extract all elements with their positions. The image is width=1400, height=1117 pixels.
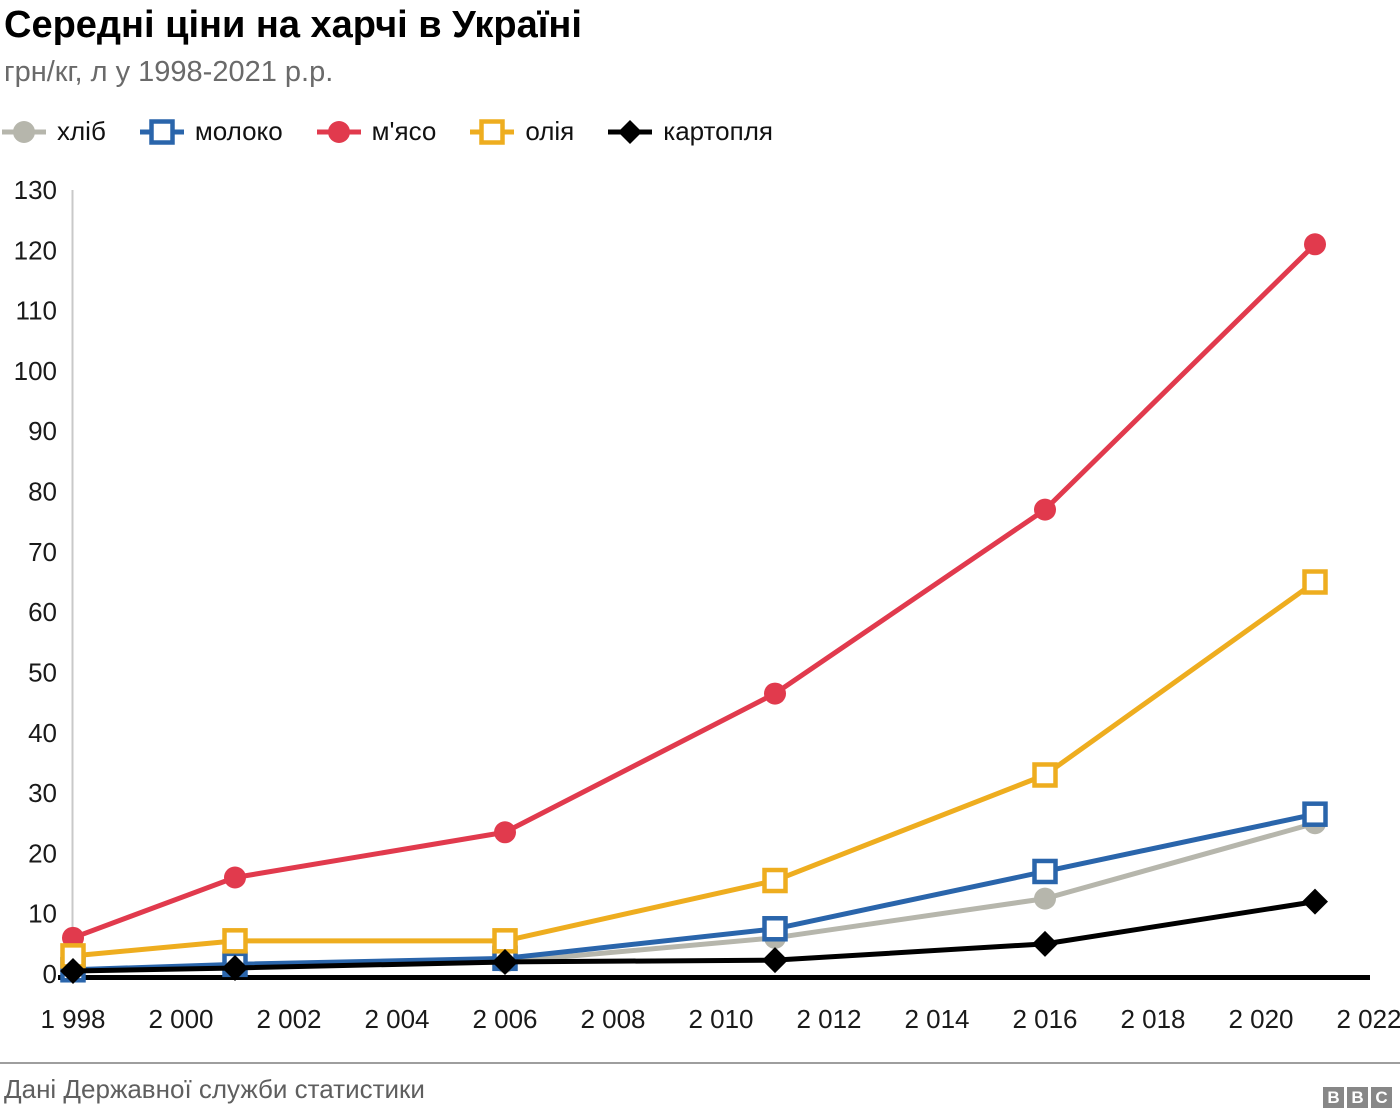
y-tick-label: 0 — [43, 959, 57, 989]
chart-legend: хліб молоко м'ясо олія картопля — [2, 116, 773, 147]
x-tick-label: 2 014 — [904, 1004, 969, 1034]
y-tick-label: 60 — [28, 597, 57, 627]
x-tick-label: 1 998 — [40, 1004, 105, 1034]
x-tick-label: 2 000 — [148, 1004, 213, 1034]
data-point-marker — [762, 867, 788, 894]
data-point-marker — [1304, 233, 1326, 256]
x-tick-label: 2 022 — [1336, 1004, 1400, 1034]
data-point-marker — [1302, 569, 1328, 595]
data-point-marker — [60, 957, 86, 984]
legend-label-meat: м'ясо — [371, 116, 437, 146]
series-milk — [60, 801, 1328, 983]
data-point-marker — [1034, 498, 1056, 521]
y-tick-label: 30 — [28, 778, 57, 808]
data-point-marker — [1032, 762, 1058, 788]
footer-divider — [0, 1062, 1400, 1064]
legend-label-milk: молоко — [194, 116, 283, 146]
legend-item-milk: молоко — [139, 116, 283, 147]
series-line-oil — [72, 579, 1317, 959]
data-point-marker — [492, 928, 518, 954]
legend-item-meat: м'ясо — [316, 116, 437, 147]
legend-item-oil: олія — [470, 116, 574, 147]
series-potato — [60, 888, 1328, 984]
x-tick-label: 2 008 — [580, 1004, 645, 1034]
y-tick-label: 80 — [28, 477, 57, 507]
series-oil — [60, 569, 1328, 969]
legend-label-potato: картопля — [663, 116, 773, 146]
data-point-marker — [494, 821, 516, 844]
y-tick-label: 20 — [28, 838, 57, 868]
series-line-meat — [72, 242, 1317, 941]
y-tick-label: 120 — [14, 235, 57, 265]
legend-marker-potato-icon — [608, 119, 653, 144]
bbc-logo-block: B — [1347, 1087, 1368, 1108]
y-tick-label: 90 — [28, 416, 57, 446]
source-text: Дані Державної служби статистики — [4, 1074, 425, 1104]
legend-label-bread: хліб — [57, 116, 106, 146]
legend-marker-bread-icon — [2, 120, 46, 143]
series-meat — [62, 233, 1326, 949]
page-subtitle: грн/кг, л у 1998-2021 р.р. — [4, 56, 334, 88]
legend-marker-meat-icon — [316, 120, 361, 143]
data-point-marker — [224, 866, 246, 889]
data-point-marker — [492, 948, 518, 975]
legend-item-potato: картопля — [608, 116, 773, 147]
data-point-marker — [1302, 888, 1328, 915]
y-tick-label: 110 — [16, 296, 57, 326]
legend-marker-oil-icon — [470, 118, 515, 145]
data-point-marker — [1032, 858, 1058, 885]
legend-marker-milk-icon — [139, 118, 184, 145]
y-tick-label: 50 — [28, 657, 57, 687]
series-line-potato — [72, 899, 1316, 974]
x-tick-label: 2 010 — [688, 1004, 753, 1034]
x-tick-label: 2 016 — [1012, 1004, 1077, 1034]
legend-label-oil: олія — [525, 116, 575, 146]
x-tick-label: 2 018 — [1120, 1004, 1185, 1034]
x-tick-label: 2 020 — [1228, 1004, 1293, 1034]
data-point-marker — [762, 947, 788, 974]
y-tick-label: 100 — [14, 356, 57, 386]
page-title: Середні ціни на харчі в Україні — [4, 4, 582, 46]
x-tick-label: 2 006 — [472, 1004, 537, 1034]
data-point-marker — [1302, 801, 1328, 827]
x-tick-label: 2 012 — [796, 1004, 861, 1034]
x-tick-label: 2 004 — [364, 1004, 429, 1034]
bbc-logo-block: B — [1323, 1087, 1344, 1108]
y-tick-label: 10 — [28, 899, 57, 929]
y-tick-label: 40 — [28, 718, 57, 748]
data-point-marker — [1034, 887, 1056, 910]
legend-item-bread: хліб — [2, 116, 106, 147]
x-tick-label: 2 002 — [256, 1004, 321, 1034]
data-point-marker — [1032, 930, 1058, 957]
price-line-chart: 0 10 20 30 40 50 60 70 80 90 100 110 120 130 1 998 2 00… — [14, 175, 1400, 1034]
data-point-marker — [762, 916, 788, 942]
bbc-logo-block: C — [1371, 1087, 1392, 1108]
data-point-marker — [222, 954, 248, 981]
x-axis-line — [58, 975, 1370, 980]
data-point-marker — [764, 682, 786, 705]
y-tick-label: 130 — [14, 175, 57, 205]
y-tick-label: 70 — [28, 537, 57, 567]
series-line-milk — [72, 811, 1316, 973]
data-point-marker — [222, 928, 248, 954]
